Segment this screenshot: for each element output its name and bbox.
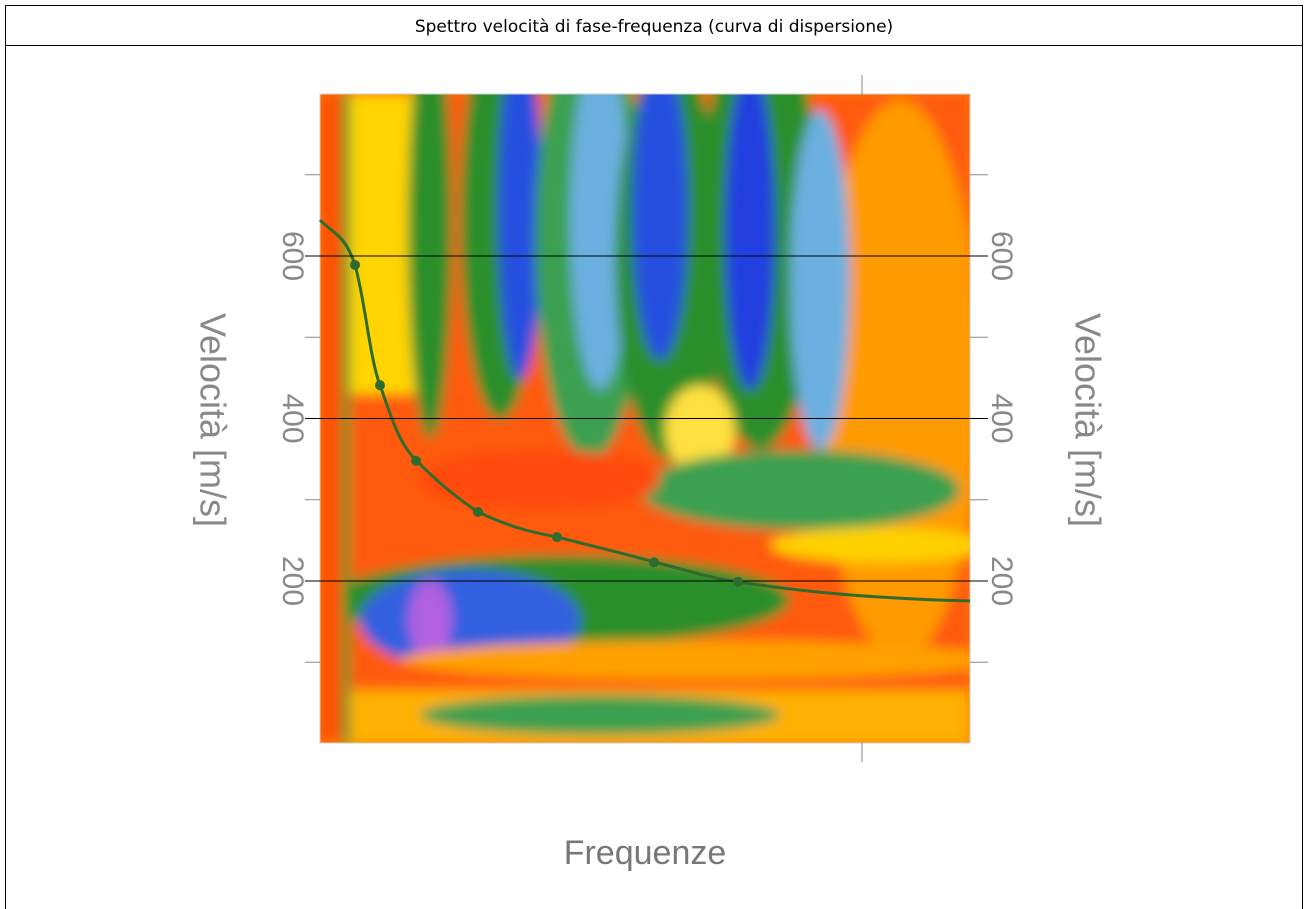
curve-point [350,259,360,270]
curve-point [473,506,483,517]
y-tick-label-right: 400 [985,393,1018,443]
y-tick-label-right: 200 [985,556,1018,606]
curve-point [733,576,743,587]
x-axis-title: Frequenze [564,834,727,872]
y-axis-title: Velocità [m/s] [192,313,233,527]
y-tick-label-right: 600 [985,231,1018,281]
table-title: Spettro velocità di fase-frequenza (curv… [415,17,893,37]
y-axis-title-right: Velocità [m/s] [1067,313,1108,527]
curve-point [411,455,421,466]
y-tick-label: 400 [276,393,309,443]
y-tick-label: 200 [276,556,309,606]
curve-point [649,557,659,568]
curve-point [375,380,385,391]
table-border [5,5,1303,909]
spectrum-image [320,94,970,743]
curve-point [552,532,562,543]
y-tick-label: 600 [276,231,309,281]
